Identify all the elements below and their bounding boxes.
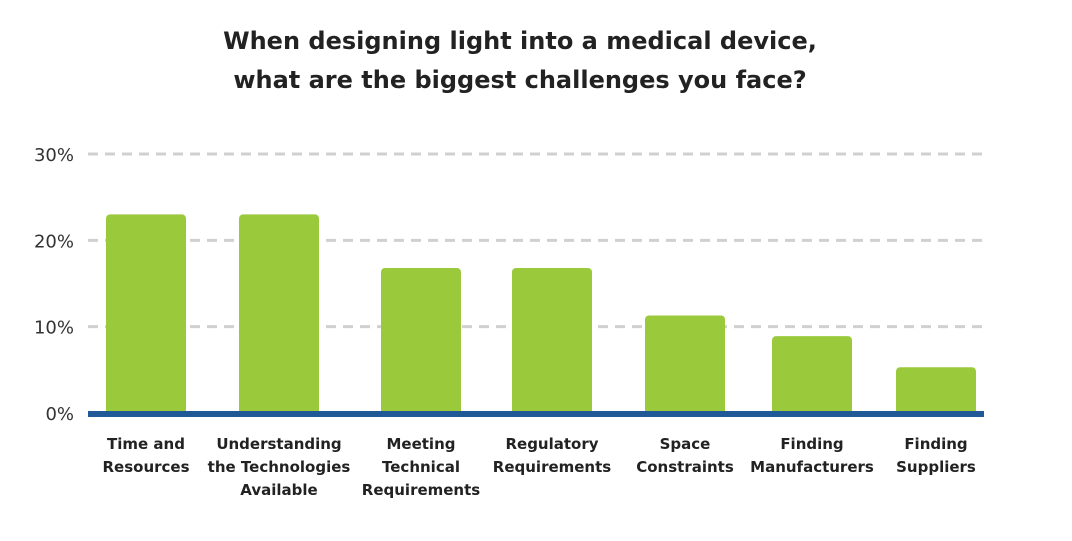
bar-3 xyxy=(381,267,461,415)
x-category-label-6: Finding Manufacturers xyxy=(750,435,874,476)
x-category-label-4: Regulatory Requirements xyxy=(493,435,612,476)
chart-title-line-2: what are the biggest challenges you face… xyxy=(233,66,807,94)
bar-4 xyxy=(512,267,592,415)
y-tick-label: 0% xyxy=(45,404,74,425)
chart-title-line-1: When designing light into a medical devi… xyxy=(223,27,817,55)
y-axis-ticks: 0% 10% 20% 30% xyxy=(34,145,74,425)
bar-1 xyxy=(106,214,186,415)
y-tick-label: 20% xyxy=(34,231,74,252)
bar-7 xyxy=(896,367,976,415)
x-category-label-5: Space Constraints xyxy=(636,435,734,476)
bar-2 xyxy=(239,214,319,415)
bars xyxy=(106,214,976,415)
y-tick-label: 30% xyxy=(34,145,74,166)
bar-5 xyxy=(645,315,725,415)
y-tick-label: 10% xyxy=(34,318,74,339)
x-category-label-3: Meeting Technical Requirements xyxy=(362,435,481,499)
x-category-label-7: Finding Suppliers xyxy=(896,435,976,476)
x-axis-categories: Time and Resources Understanding the Techno… xyxy=(102,435,975,499)
x-category-label-1: Time and Resources xyxy=(102,435,189,476)
bar-6 xyxy=(772,336,852,415)
x-category-label-2: Understanding the Technologies Available xyxy=(208,435,351,499)
